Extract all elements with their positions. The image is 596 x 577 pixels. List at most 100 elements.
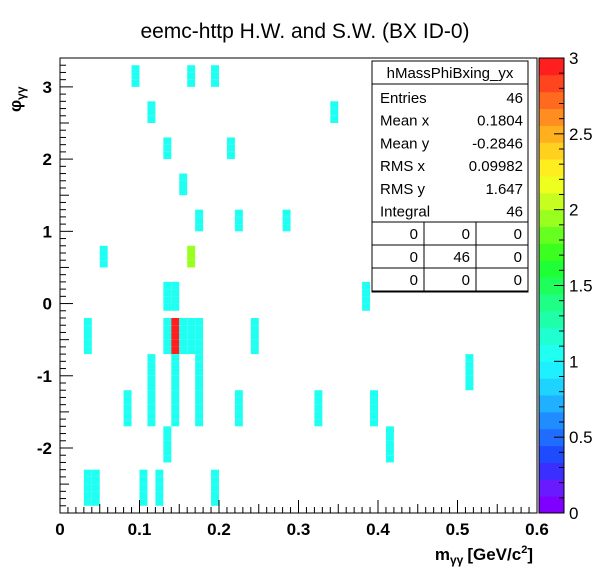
heatmap-bin xyxy=(385,448,394,456)
heatmap-bin xyxy=(171,390,180,398)
x-tick-label: 0.2 xyxy=(207,520,231,539)
heatmap-bin xyxy=(314,411,323,420)
heatmap-bin xyxy=(330,108,339,116)
heatmap-bin xyxy=(234,404,243,412)
heatmap-bin xyxy=(171,397,180,405)
heatmap-bin xyxy=(195,332,204,340)
color-scale-segment xyxy=(539,310,564,329)
color-scale-axis: 0 0.5 1 1.5 2 2.5 3 xyxy=(554,49,593,523)
heatmap-bin xyxy=(123,404,132,412)
heatmap-bin xyxy=(171,383,180,391)
color-scale-segment xyxy=(539,445,564,463)
heatmap-bin xyxy=(163,303,172,311)
x-tick-label: 0.6 xyxy=(525,520,549,539)
heatmap-bin xyxy=(83,498,92,506)
heatmap-bin xyxy=(139,469,148,477)
heatmap-bin xyxy=(171,404,180,412)
heatmap-bin xyxy=(171,296,180,304)
heatmap-bin xyxy=(385,433,394,441)
x-tick-label: 0 xyxy=(55,520,64,539)
heatmap-bin xyxy=(314,397,323,405)
heatmap-bin xyxy=(187,65,196,73)
heatmap-bin xyxy=(187,325,196,333)
stats-row-label: Entries xyxy=(380,90,427,107)
heatmap-bin xyxy=(131,65,140,73)
heatmap-bin xyxy=(147,411,156,420)
bins-layer xyxy=(83,65,474,506)
heatmap-bin xyxy=(234,397,243,405)
z-tick-label: 3 xyxy=(569,49,578,68)
heatmap-bin xyxy=(171,375,180,383)
heatmap-bin xyxy=(171,332,180,340)
heatmap-bin xyxy=(155,476,164,485)
heatmap-bin xyxy=(91,469,100,477)
heatmap-bin xyxy=(314,390,323,398)
heatmap-bin xyxy=(211,498,219,506)
heatmap-bin xyxy=(83,469,92,477)
stats-row-value: -0.2846 xyxy=(472,135,523,152)
heatmap-bin xyxy=(370,390,378,398)
heatmap-bin xyxy=(139,476,148,485)
stats-row-value: 46 xyxy=(506,204,523,221)
heatmap-bin xyxy=(187,253,196,261)
y-tick-label: 2 xyxy=(43,150,52,169)
heatmap-bin xyxy=(250,339,259,347)
x-tick-label: 0.5 xyxy=(446,520,470,539)
stats-row-label: RMS y xyxy=(380,181,426,198)
color-scale-segment xyxy=(539,74,564,93)
heatmap-bin xyxy=(139,491,148,499)
z-tick-label: 2.5 xyxy=(569,125,593,144)
heatmap-bin xyxy=(314,404,323,412)
heatmap-bin xyxy=(171,354,180,362)
heatmap-bin xyxy=(131,79,140,87)
heatmap-bin xyxy=(250,325,259,333)
color-scale-segment xyxy=(539,496,564,514)
y-tick-label: 3 xyxy=(43,78,52,97)
color-scale-segment xyxy=(539,260,564,278)
heatmap-bin xyxy=(195,209,204,217)
stats-rows: Entries 46 Mean x 0.1804 Mean y -0.2846 RMS x 0… xyxy=(380,90,523,221)
heatmap-bin xyxy=(234,209,243,217)
heatmap-bin xyxy=(163,281,172,290)
color-scale-segment xyxy=(539,327,564,345)
heatmap-bin xyxy=(163,426,172,434)
heatmap-bin xyxy=(179,188,188,196)
heatmap-bin xyxy=(211,79,219,87)
heatmap-bin xyxy=(163,346,172,355)
heatmap-bin xyxy=(234,224,243,232)
heatmap-bin xyxy=(226,151,235,160)
heatmap-bin xyxy=(282,209,291,217)
heatmap-bin xyxy=(91,476,100,485)
heatmap-bin xyxy=(195,375,204,383)
color-scale-segment xyxy=(539,125,564,143)
x-axis-label: mγγ [GeV/c2] xyxy=(435,544,533,567)
heatmap-bin xyxy=(171,361,180,369)
stats-grid-cell: 0 xyxy=(462,226,470,243)
heatmap-bin xyxy=(163,433,172,441)
y-tick-label: -2 xyxy=(37,439,52,458)
heatmap-bin xyxy=(163,144,172,152)
color-scale-segment xyxy=(539,479,564,497)
heatmap-bin xyxy=(187,339,196,347)
heatmap-bin xyxy=(131,72,140,80)
heatmap-bin xyxy=(282,216,291,225)
color-scale-segment xyxy=(539,175,564,194)
color-scale-segment xyxy=(539,142,564,160)
stats-grid-cell: 0 xyxy=(514,249,522,266)
stats-grid: 0 0 0 0 46 0 0 0 0 xyxy=(372,221,528,292)
heatmap-bin xyxy=(123,411,132,420)
color-scale-segment xyxy=(539,91,564,110)
heatmap-bin xyxy=(234,216,243,225)
heatmap-bin xyxy=(250,346,259,355)
color-scale-segment xyxy=(539,428,564,447)
heatmap-bin xyxy=(83,339,92,347)
heatmap-bin xyxy=(163,440,172,448)
heatmap-bin xyxy=(83,346,92,355)
heatmap-bin xyxy=(83,325,92,333)
heatmap-bin xyxy=(163,325,172,333)
heatmap-bin xyxy=(385,440,394,448)
heatmap-bin xyxy=(211,65,219,73)
heatmap-bin xyxy=(179,180,188,188)
heatmap-bin xyxy=(163,448,172,456)
x-axis-label-subscript: γγ xyxy=(450,553,464,567)
